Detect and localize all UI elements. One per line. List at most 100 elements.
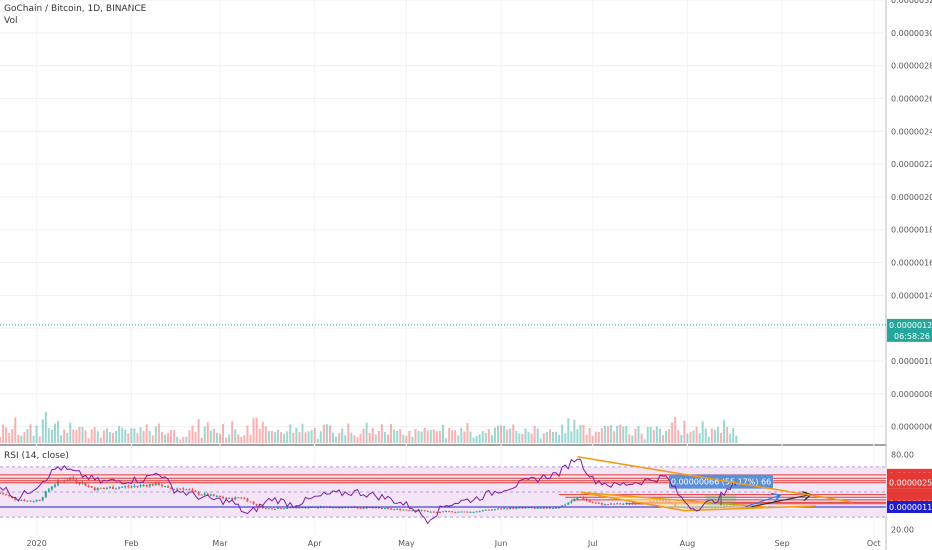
volume-bar bbox=[521, 434, 524, 443]
volume-bar bbox=[603, 425, 606, 443]
candle-body bbox=[255, 503, 258, 506]
candle-body bbox=[136, 485, 139, 487]
volume-bar bbox=[500, 425, 503, 443]
candle-body bbox=[0, 493, 1, 495]
volume-bar bbox=[628, 434, 631, 443]
candle-body bbox=[72, 477, 75, 480]
candle-body bbox=[448, 511, 451, 513]
candle-body bbox=[551, 507, 554, 509]
volume-bar bbox=[139, 427, 142, 443]
candle-body bbox=[442, 511, 444, 513]
candle-body bbox=[301, 507, 304, 509]
candle-body bbox=[530, 507, 533, 509]
volume-bar bbox=[0, 436, 1, 443]
volume-bar bbox=[280, 432, 283, 443]
volume-bar bbox=[683, 420, 686, 443]
volume-bar bbox=[335, 436, 338, 443]
volume-bar bbox=[322, 424, 325, 443]
volume-bar bbox=[258, 428, 261, 443]
candle-body bbox=[84, 482, 87, 487]
candle-body bbox=[237, 497, 240, 499]
volume-bar bbox=[619, 424, 622, 443]
candle-body bbox=[41, 497, 44, 501]
volume-bar bbox=[429, 429, 432, 443]
volume-bar bbox=[130, 428, 133, 443]
price-tick-label: 0.00000060 bbox=[891, 423, 932, 432]
volume-bar bbox=[228, 434, 231, 443]
candle-body bbox=[341, 507, 344, 509]
candle-body bbox=[206, 493, 209, 496]
candle-body bbox=[222, 497, 225, 499]
volume-bar bbox=[402, 434, 405, 443]
volume-bar bbox=[108, 432, 111, 443]
candle-body bbox=[298, 507, 301, 509]
candle-body bbox=[432, 511, 435, 513]
chart-title: GoChain / Bitcoin, 1D, BINANCE bbox=[4, 4, 147, 14]
candle-body bbox=[32, 501, 35, 503]
candle-body bbox=[179, 488, 182, 490]
candle-body bbox=[151, 484, 154, 486]
volume-bar bbox=[591, 435, 594, 443]
rsi-tick-label: 20.00 bbox=[891, 526, 914, 535]
candle-body bbox=[105, 488, 108, 490]
candle-body bbox=[405, 509, 408, 511]
volume-bar bbox=[35, 425, 38, 443]
volume-bar bbox=[548, 429, 551, 443]
candle-body bbox=[533, 507, 536, 509]
volume-bar bbox=[87, 438, 90, 443]
volume-bar bbox=[2, 424, 5, 443]
volume-bar bbox=[701, 421, 704, 443]
volume-bar bbox=[677, 430, 680, 443]
candle-body bbox=[188, 489, 191, 491]
volume-bar bbox=[182, 437, 185, 443]
volume-bar bbox=[353, 435, 356, 443]
volume-bar bbox=[167, 433, 170, 443]
volume-bar bbox=[371, 428, 374, 443]
volume-bar bbox=[579, 424, 582, 443]
volume-bar bbox=[469, 431, 472, 443]
level-badge-label: 0.00000258 bbox=[889, 479, 932, 488]
volume-bar bbox=[435, 431, 438, 443]
volume-bar bbox=[723, 420, 726, 443]
candle-body bbox=[243, 497, 246, 499]
countdown-label: 06:58:26 bbox=[894, 332, 930, 341]
candle-body bbox=[454, 512, 457, 514]
candle-body bbox=[387, 508, 390, 510]
candle-body bbox=[8, 495, 11, 497]
candle-body bbox=[524, 507, 527, 509]
candle-body bbox=[469, 511, 472, 513]
candle-body bbox=[234, 497, 237, 500]
candle-body bbox=[570, 501, 573, 503]
volume-bar bbox=[347, 423, 350, 443]
candle-body bbox=[399, 508, 402, 511]
volume-bar bbox=[478, 434, 481, 443]
candle-body bbox=[536, 507, 539, 509]
volume-bar bbox=[185, 436, 188, 443]
volume-bar bbox=[267, 430, 270, 443]
candle-body bbox=[561, 505, 564, 508]
volume-bar bbox=[313, 427, 316, 443]
candle-body bbox=[548, 507, 551, 509]
candle-body bbox=[365, 506, 368, 509]
volume-bar bbox=[393, 429, 396, 443]
candle-body bbox=[613, 503, 616, 505]
candle-body bbox=[475, 511, 478, 513]
volume-bar bbox=[270, 430, 273, 443]
volume-bar bbox=[212, 428, 215, 443]
volume-bar bbox=[338, 433, 341, 443]
volume-bar bbox=[32, 435, 35, 443]
candle-body bbox=[154, 482, 157, 486]
candle-body bbox=[616, 503, 619, 505]
candle-body bbox=[393, 509, 396, 511]
candle-body bbox=[597, 502, 600, 504]
candle-body bbox=[558, 507, 561, 509]
volume-bars bbox=[0, 411, 738, 443]
measure-label: 0.00000066 (55.17%) 66 bbox=[671, 478, 771, 487]
candle-body bbox=[313, 507, 316, 509]
rsi-line bbox=[0, 458, 737, 525]
